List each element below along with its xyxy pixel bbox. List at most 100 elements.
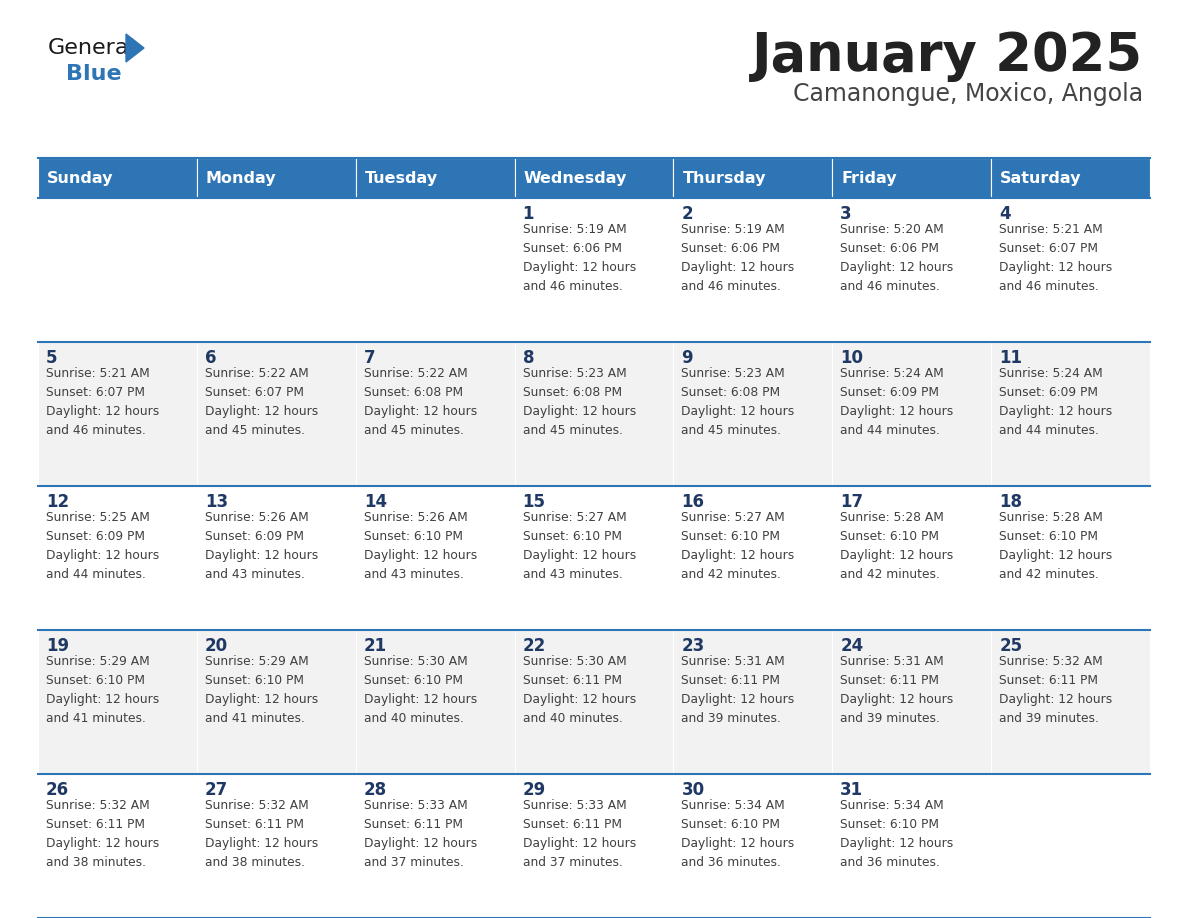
Text: 16: 16 bbox=[682, 493, 704, 511]
Text: Sunrise: 5:20 AM
Sunset: 6:06 PM
Daylight: 12 hours
and 46 minutes.: Sunrise: 5:20 AM Sunset: 6:06 PM Dayligh… bbox=[840, 223, 954, 293]
Bar bbox=[833, 774, 991, 918]
Bar bbox=[833, 342, 991, 486]
Text: 11: 11 bbox=[999, 349, 1022, 367]
Text: 21: 21 bbox=[364, 637, 387, 655]
Text: Blue: Blue bbox=[67, 64, 121, 84]
Bar bbox=[833, 486, 991, 630]
Bar bbox=[674, 158, 833, 198]
Bar bbox=[991, 342, 1150, 486]
Text: Sunday: Sunday bbox=[48, 171, 114, 185]
Text: 4: 4 bbox=[999, 205, 1011, 223]
Bar bbox=[674, 630, 833, 774]
Text: Sunrise: 5:24 AM
Sunset: 6:09 PM
Daylight: 12 hours
and 44 minutes.: Sunrise: 5:24 AM Sunset: 6:09 PM Dayligh… bbox=[999, 367, 1112, 437]
Text: 28: 28 bbox=[364, 781, 387, 799]
Text: 5: 5 bbox=[46, 349, 57, 367]
Bar bbox=[355, 486, 514, 630]
Bar bbox=[991, 158, 1150, 198]
Bar bbox=[833, 630, 991, 774]
Text: Sunrise: 5:30 AM
Sunset: 6:10 PM
Daylight: 12 hours
and 40 minutes.: Sunrise: 5:30 AM Sunset: 6:10 PM Dayligh… bbox=[364, 655, 476, 725]
Text: Sunrise: 5:27 AM
Sunset: 6:10 PM
Daylight: 12 hours
and 42 minutes.: Sunrise: 5:27 AM Sunset: 6:10 PM Dayligh… bbox=[682, 511, 795, 581]
Text: Sunrise: 5:31 AM
Sunset: 6:11 PM
Daylight: 12 hours
and 39 minutes.: Sunrise: 5:31 AM Sunset: 6:11 PM Dayligh… bbox=[840, 655, 954, 725]
Bar bbox=[38, 158, 197, 198]
Text: Sunrise: 5:25 AM
Sunset: 6:09 PM
Daylight: 12 hours
and 44 minutes.: Sunrise: 5:25 AM Sunset: 6:09 PM Dayligh… bbox=[46, 511, 159, 581]
Text: Saturday: Saturday bbox=[1000, 171, 1081, 185]
Text: Sunrise: 5:26 AM
Sunset: 6:09 PM
Daylight: 12 hours
and 43 minutes.: Sunrise: 5:26 AM Sunset: 6:09 PM Dayligh… bbox=[204, 511, 318, 581]
Bar bbox=[38, 486, 197, 630]
Text: Sunrise: 5:29 AM
Sunset: 6:10 PM
Daylight: 12 hours
and 41 minutes.: Sunrise: 5:29 AM Sunset: 6:10 PM Dayligh… bbox=[204, 655, 318, 725]
Text: Sunrise: 5:28 AM
Sunset: 6:10 PM
Daylight: 12 hours
and 42 minutes.: Sunrise: 5:28 AM Sunset: 6:10 PM Dayligh… bbox=[840, 511, 954, 581]
Text: Sunrise: 5:26 AM
Sunset: 6:10 PM
Daylight: 12 hours
and 43 minutes.: Sunrise: 5:26 AM Sunset: 6:10 PM Dayligh… bbox=[364, 511, 476, 581]
Text: Sunrise: 5:19 AM
Sunset: 6:06 PM
Daylight: 12 hours
and 46 minutes.: Sunrise: 5:19 AM Sunset: 6:06 PM Dayligh… bbox=[523, 223, 636, 293]
Bar bbox=[991, 630, 1150, 774]
Bar bbox=[514, 630, 674, 774]
Text: 3: 3 bbox=[840, 205, 852, 223]
Bar bbox=[991, 486, 1150, 630]
Text: Camanongue, Moxico, Angola: Camanongue, Moxico, Angola bbox=[792, 82, 1143, 106]
Text: Sunrise: 5:22 AM
Sunset: 6:07 PM
Daylight: 12 hours
and 45 minutes.: Sunrise: 5:22 AM Sunset: 6:07 PM Dayligh… bbox=[204, 367, 318, 437]
Bar bbox=[674, 486, 833, 630]
Text: 2: 2 bbox=[682, 205, 693, 223]
Text: 29: 29 bbox=[523, 781, 545, 799]
Bar bbox=[833, 198, 991, 342]
Text: 14: 14 bbox=[364, 493, 387, 511]
Bar bbox=[38, 774, 197, 918]
Bar bbox=[197, 198, 355, 342]
Bar bbox=[197, 630, 355, 774]
Bar bbox=[197, 342, 355, 486]
Bar bbox=[38, 630, 197, 774]
Text: Sunrise: 5:33 AM
Sunset: 6:11 PM
Daylight: 12 hours
and 37 minutes.: Sunrise: 5:33 AM Sunset: 6:11 PM Dayligh… bbox=[364, 799, 476, 869]
Bar bbox=[197, 486, 355, 630]
Text: 19: 19 bbox=[46, 637, 69, 655]
Text: Sunrise: 5:30 AM
Sunset: 6:11 PM
Daylight: 12 hours
and 40 minutes.: Sunrise: 5:30 AM Sunset: 6:11 PM Dayligh… bbox=[523, 655, 636, 725]
Text: Sunrise: 5:28 AM
Sunset: 6:10 PM
Daylight: 12 hours
and 42 minutes.: Sunrise: 5:28 AM Sunset: 6:10 PM Dayligh… bbox=[999, 511, 1112, 581]
Bar bbox=[514, 342, 674, 486]
Bar bbox=[674, 774, 833, 918]
Text: 6: 6 bbox=[204, 349, 216, 367]
Text: Sunrise: 5:19 AM
Sunset: 6:06 PM
Daylight: 12 hours
and 46 minutes.: Sunrise: 5:19 AM Sunset: 6:06 PM Dayligh… bbox=[682, 223, 795, 293]
Text: 18: 18 bbox=[999, 493, 1022, 511]
Text: General: General bbox=[48, 38, 135, 58]
Bar bbox=[514, 198, 674, 342]
Text: 30: 30 bbox=[682, 781, 704, 799]
Text: Sunrise: 5:32 AM
Sunset: 6:11 PM
Daylight: 12 hours
and 39 minutes.: Sunrise: 5:32 AM Sunset: 6:11 PM Dayligh… bbox=[999, 655, 1112, 725]
Bar bbox=[197, 158, 355, 198]
Text: Wednesday: Wednesday bbox=[524, 171, 627, 185]
Text: Sunrise: 5:22 AM
Sunset: 6:08 PM
Daylight: 12 hours
and 45 minutes.: Sunrise: 5:22 AM Sunset: 6:08 PM Dayligh… bbox=[364, 367, 476, 437]
Bar bbox=[355, 158, 514, 198]
Bar bbox=[355, 342, 514, 486]
Bar bbox=[514, 774, 674, 918]
Text: 8: 8 bbox=[523, 349, 535, 367]
Bar bbox=[991, 774, 1150, 918]
Text: 27: 27 bbox=[204, 781, 228, 799]
Bar bbox=[355, 630, 514, 774]
Text: 20: 20 bbox=[204, 637, 228, 655]
Text: Sunrise: 5:23 AM
Sunset: 6:08 PM
Daylight: 12 hours
and 45 minutes.: Sunrise: 5:23 AM Sunset: 6:08 PM Dayligh… bbox=[682, 367, 795, 437]
Text: 24: 24 bbox=[840, 637, 864, 655]
Text: Sunrise: 5:27 AM
Sunset: 6:10 PM
Daylight: 12 hours
and 43 minutes.: Sunrise: 5:27 AM Sunset: 6:10 PM Dayligh… bbox=[523, 511, 636, 581]
Bar bbox=[38, 342, 197, 486]
Text: 25: 25 bbox=[999, 637, 1022, 655]
Text: 22: 22 bbox=[523, 637, 545, 655]
Bar bbox=[355, 774, 514, 918]
Text: Sunrise: 5:32 AM
Sunset: 6:11 PM
Daylight: 12 hours
and 38 minutes.: Sunrise: 5:32 AM Sunset: 6:11 PM Dayligh… bbox=[204, 799, 318, 869]
Text: 10: 10 bbox=[840, 349, 864, 367]
Text: Thursday: Thursday bbox=[682, 171, 766, 185]
Bar bbox=[833, 158, 991, 198]
Text: 13: 13 bbox=[204, 493, 228, 511]
Text: Sunrise: 5:31 AM
Sunset: 6:11 PM
Daylight: 12 hours
and 39 minutes.: Sunrise: 5:31 AM Sunset: 6:11 PM Dayligh… bbox=[682, 655, 795, 725]
Text: Sunrise: 5:23 AM
Sunset: 6:08 PM
Daylight: 12 hours
and 45 minutes.: Sunrise: 5:23 AM Sunset: 6:08 PM Dayligh… bbox=[523, 367, 636, 437]
Bar bbox=[514, 158, 674, 198]
Text: 23: 23 bbox=[682, 637, 704, 655]
Text: 7: 7 bbox=[364, 349, 375, 367]
Text: 9: 9 bbox=[682, 349, 693, 367]
Polygon shape bbox=[126, 34, 144, 62]
Bar bbox=[674, 198, 833, 342]
Text: Friday: Friday bbox=[841, 171, 897, 185]
Text: Sunrise: 5:29 AM
Sunset: 6:10 PM
Daylight: 12 hours
and 41 minutes.: Sunrise: 5:29 AM Sunset: 6:10 PM Dayligh… bbox=[46, 655, 159, 725]
Text: 31: 31 bbox=[840, 781, 864, 799]
Text: January 2025: January 2025 bbox=[752, 30, 1143, 82]
Text: Tuesday: Tuesday bbox=[365, 171, 438, 185]
Text: Sunrise: 5:21 AM
Sunset: 6:07 PM
Daylight: 12 hours
and 46 minutes.: Sunrise: 5:21 AM Sunset: 6:07 PM Dayligh… bbox=[999, 223, 1112, 293]
Text: 17: 17 bbox=[840, 493, 864, 511]
Text: Sunrise: 5:34 AM
Sunset: 6:10 PM
Daylight: 12 hours
and 36 minutes.: Sunrise: 5:34 AM Sunset: 6:10 PM Dayligh… bbox=[682, 799, 795, 869]
